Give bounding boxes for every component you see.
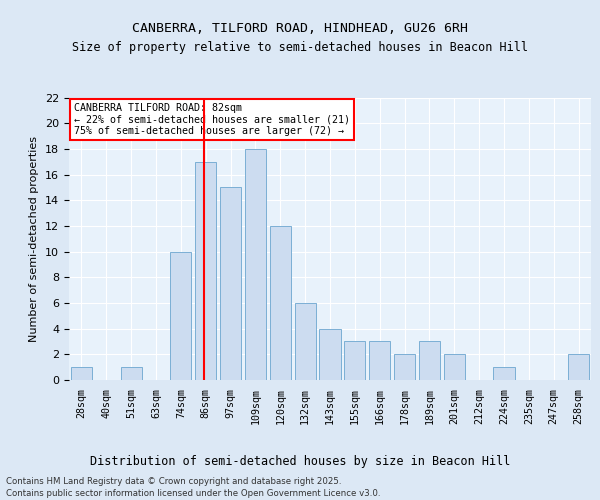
Bar [319,328,341,380]
Bar [270,226,291,380]
Bar [195,162,216,380]
Text: Size of property relative to semi-detached houses in Beacon Hill: Size of property relative to semi-detach… [72,41,528,54]
Bar [568,354,589,380]
Bar [245,149,266,380]
Text: Distribution of semi-detached houses by size in Beacon Hill: Distribution of semi-detached houses by … [90,454,510,468]
Bar [493,367,515,380]
Bar [121,367,142,380]
Text: Contains HM Land Registry data © Crown copyright and database right 2025.: Contains HM Land Registry data © Crown c… [6,477,341,486]
Bar [295,303,316,380]
Bar [394,354,415,380]
Y-axis label: Number of semi-detached properties: Number of semi-detached properties [29,136,40,342]
Bar [369,342,390,380]
Text: CANBERRA, TILFORD ROAD, HINDHEAD, GU26 6RH: CANBERRA, TILFORD ROAD, HINDHEAD, GU26 6… [132,22,468,36]
Text: Contains public sector information licensed under the Open Government Licence v3: Contains public sector information licen… [6,488,380,498]
Bar [220,188,241,380]
Bar [71,367,92,380]
Bar [419,342,440,380]
Bar [170,252,191,380]
Text: CANBERRA TILFORD ROAD: 82sqm
← 22% of semi-detached houses are smaller (21)
75% : CANBERRA TILFORD ROAD: 82sqm ← 22% of se… [74,103,350,136]
Bar [344,342,365,380]
Bar [444,354,465,380]
